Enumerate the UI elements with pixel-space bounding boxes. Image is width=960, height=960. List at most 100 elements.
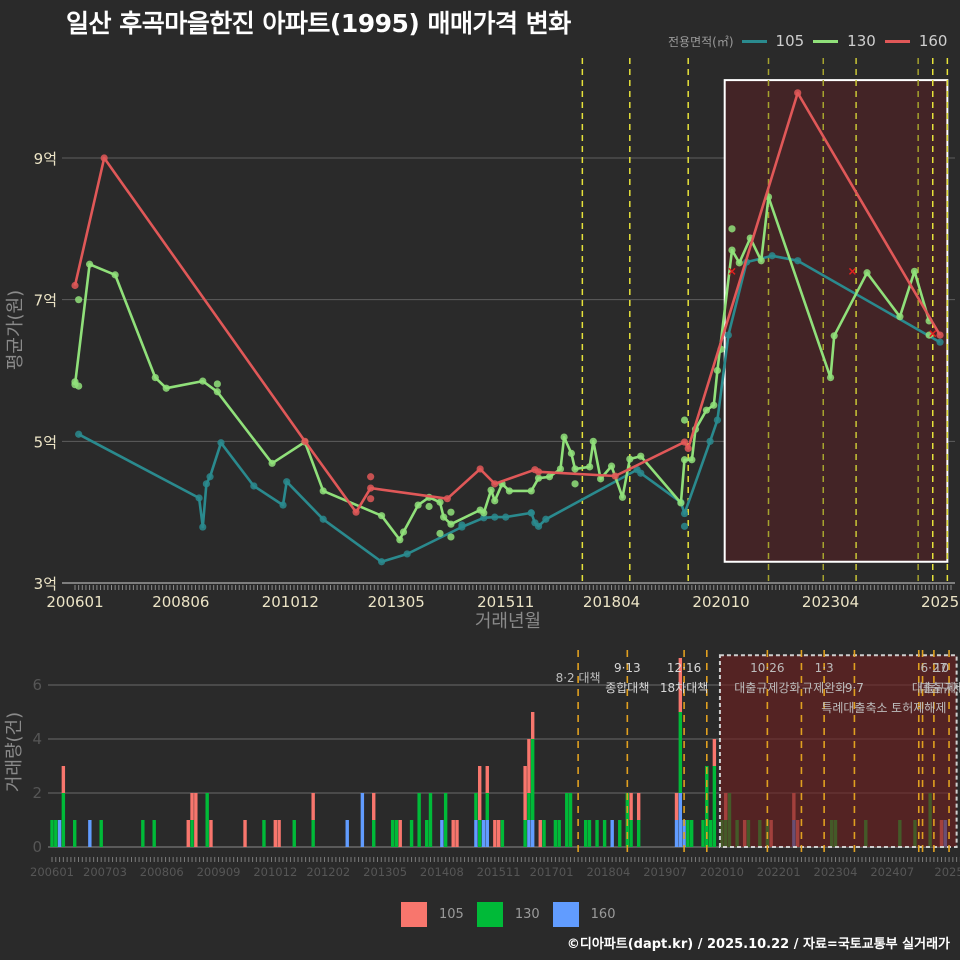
data-point (505, 487, 513, 495)
chart-title: 일산 후곡마을한진 아파트(1995) 매매가격 변화 (66, 9, 571, 38)
y-tick-label: 3억 (34, 575, 57, 593)
cancelled-mark-icon (728, 267, 736, 275)
data-point (162, 384, 170, 392)
bar-130 (565, 793, 569, 847)
bar-130 (409, 820, 414, 847)
data-point (768, 252, 776, 260)
y-tick-label: 0 (32, 838, 42, 856)
data-point (571, 480, 579, 488)
data-point (757, 257, 765, 265)
data-point (414, 501, 422, 509)
bar-130 (474, 793, 478, 820)
data-point (491, 497, 499, 505)
policy-annotation: 1·3 (815, 661, 834, 675)
data-point (713, 416, 722, 424)
data-point (199, 523, 207, 531)
data-point (936, 331, 944, 339)
bar-130 (500, 820, 505, 847)
legend-bottom-label-130: 130 (514, 907, 540, 922)
legend-title: 전용면적(㎡) (668, 34, 734, 49)
data-point (491, 480, 499, 488)
data-point (283, 478, 291, 486)
data-point (830, 332, 838, 340)
bar-130 (618, 820, 622, 847)
x-tick-label: 202407 (870, 865, 914, 879)
bar-105 (485, 766, 489, 793)
x-tick-label: 202201 (757, 865, 801, 879)
data-point (367, 495, 375, 503)
bar-160 (481, 820, 486, 847)
bar-105 (277, 820, 281, 847)
data-point (527, 487, 535, 495)
highlight-region (718, 654, 958, 848)
bar-130 (527, 793, 531, 820)
data-point (100, 154, 108, 162)
y-tick-label: 4 (32, 730, 42, 748)
data-point (794, 257, 802, 265)
bar-130 (708, 820, 713, 847)
data-point (706, 437, 714, 445)
legend-label-160: 160 (918, 32, 948, 50)
data-point (202, 480, 210, 488)
data-point (480, 514, 488, 522)
data-point (728, 246, 736, 254)
bar-105 (186, 820, 190, 847)
data-point (71, 281, 79, 290)
x-tick-label: 201907 (643, 865, 687, 879)
policy-annotation: 10·26 (750, 661, 784, 675)
bar-105 (496, 820, 501, 847)
data-point (378, 558, 386, 566)
bar-130 (629, 820, 633, 847)
policy-annotation: 9·7 (845, 681, 864, 695)
data-point (75, 296, 83, 304)
bar-160 (485, 820, 489, 847)
bar-130 (205, 793, 209, 847)
bar-130 (50, 820, 54, 847)
data-point (480, 509, 488, 517)
source-credit: ©디아파트(dapt.kr) / 2025.10.22 / 자료=국토교통부 실… (566, 937, 950, 952)
bar-160 (88, 820, 92, 847)
bar-105 (530, 712, 535, 739)
x-tick-label: 201804 (586, 865, 630, 879)
policy-annotation: 8·2 대책 (556, 670, 601, 685)
data-point (378, 512, 386, 520)
legend-swatch-105 (741, 39, 767, 43)
data-point (545, 473, 554, 481)
data-point (611, 472, 619, 480)
data-point (534, 474, 543, 482)
data-point (86, 260, 94, 268)
bar-160 (474, 820, 478, 847)
data-point (680, 416, 689, 424)
data-point (637, 452, 645, 460)
bar-130 (701, 820, 705, 847)
data-point (75, 382, 83, 390)
data-point (556, 465, 565, 473)
policy-annotation: 10 (934, 661, 949, 675)
bar-130 (262, 820, 266, 847)
data-point (75, 430, 83, 438)
data-point (111, 271, 119, 279)
data-point (447, 533, 455, 541)
bar-130 (485, 793, 489, 820)
x-tick-label: 202010 (700, 865, 744, 879)
legend-top: 전용면적(㎡) 105 130 160 (668, 31, 956, 51)
x-tick-label: 201202 (306, 865, 350, 879)
policy-annotation: 규제완화 (802, 681, 846, 695)
x-tick-label: 201012 (262, 593, 319, 611)
bar-130 (636, 820, 641, 847)
x-tick-label: 201804 (583, 593, 640, 611)
legend-box-130 (476, 902, 503, 927)
bar-130 (553, 820, 558, 847)
bar-105 (455, 820, 459, 847)
bar-105 (478, 766, 482, 820)
bar-130 (678, 712, 683, 793)
data-point (677, 499, 685, 507)
bar-130 (99, 820, 103, 847)
bar-105 (311, 793, 315, 820)
bar-105 (398, 820, 402, 847)
bar-160 (527, 820, 531, 847)
bar-130 (390, 820, 395, 847)
data-point (910, 267, 919, 275)
bar-130 (394, 820, 399, 847)
